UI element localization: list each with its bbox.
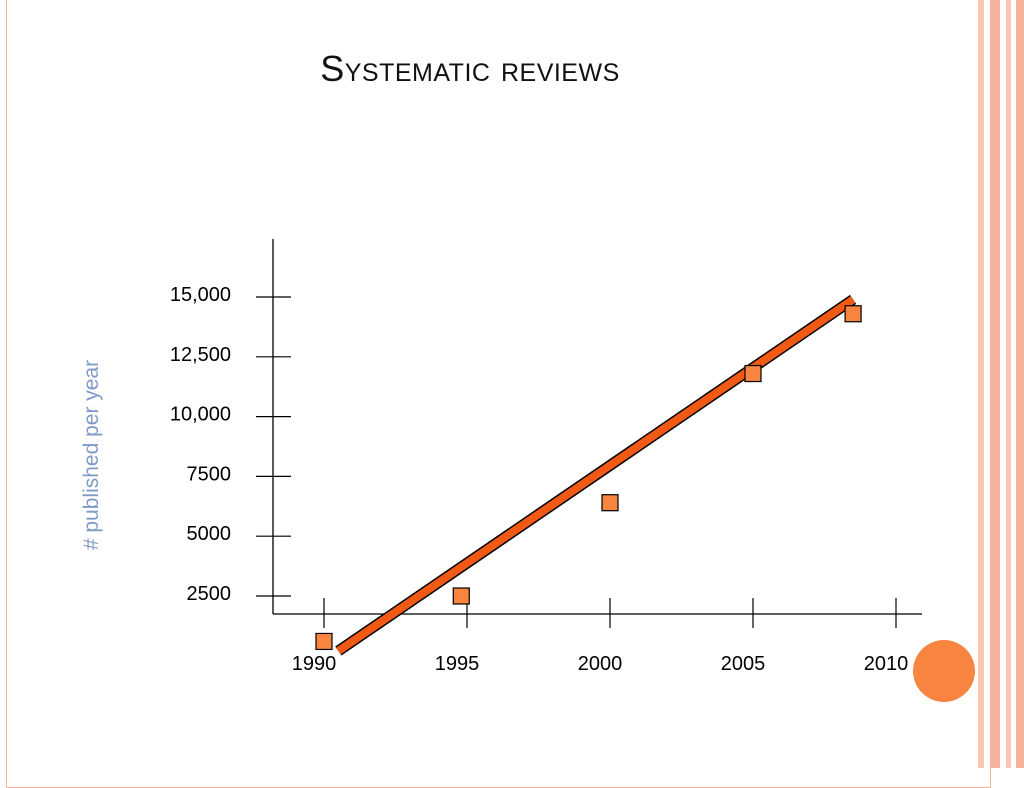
y-tick-label: 2500 (187, 583, 232, 605)
x-tick-label: 2000 (578, 653, 623, 675)
x-tick-label: 1990 (292, 653, 337, 675)
y-tick-label: 10,000 (170, 404, 231, 426)
x-tick-label: 2010 (864, 653, 909, 675)
data-point (601, 494, 619, 512)
y-tick-label: 15,000 (170, 284, 231, 306)
y-tick-label: 7500 (187, 463, 232, 485)
y-tick-label: 12,500 (170, 344, 231, 366)
chart: 2500 5000 7500 10,000 12,500 15,000 1990 1995 20… (170, 239, 922, 675)
data-point (844, 305, 862, 323)
x-tick-label: 2005 (721, 653, 766, 675)
trendline (336, 296, 856, 655)
decorative-stripes (978, 0, 1024, 768)
decorative-circle (913, 640, 975, 702)
data-point (744, 364, 762, 383)
y-tick-label: 5000 (187, 523, 232, 545)
data-point (315, 632, 333, 651)
data-point (452, 587, 470, 605)
slide-title: Systematic reviews (320, 48, 620, 89)
x-tick-label: 1995 (435, 653, 480, 675)
